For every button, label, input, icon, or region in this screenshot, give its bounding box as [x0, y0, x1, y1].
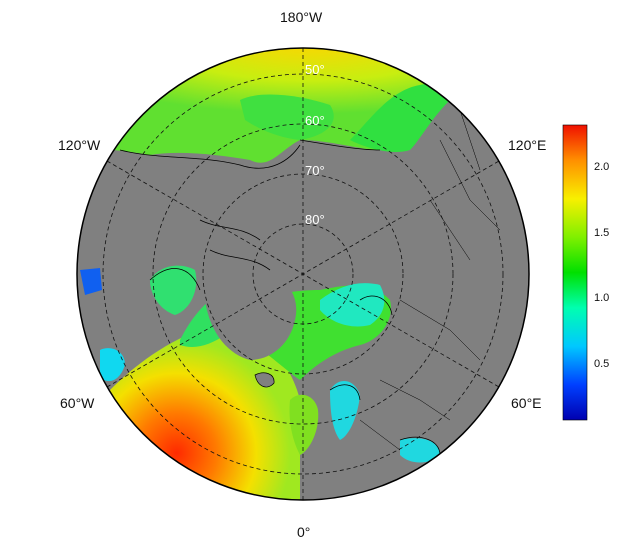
meridian-label-120w: 120°W: [58, 137, 101, 153]
north-sea-field: [289, 394, 319, 455]
map-border: [76, 47, 530, 501]
cyan-coastal-strip: [100, 348, 125, 382]
okhotsk-sea-field: [350, 83, 451, 152]
bering-strait-field: [240, 94, 334, 140]
colorbar-tick-0-5: 0.5: [594, 358, 610, 370]
barents-sea-field: [320, 283, 385, 327]
baltic-sea-field: [330, 380, 360, 440]
meridian-label-180w: 180°W: [280, 9, 323, 25]
mediterranean-field: [400, 438, 440, 463]
colorbar-tick-2-0: 2.0: [594, 161, 610, 173]
parallel-label-50: 50°: [305, 62, 325, 77]
parallel-label-70: 70°: [305, 163, 325, 178]
colorbar-tick-1-0: 1.0: [594, 292, 610, 304]
colorbar-frame: [562, 124, 588, 421]
parallel-label-80: 80°: [305, 212, 325, 227]
colorbar-gradient: [563, 125, 587, 420]
meridian-label-60e: 60°E: [511, 395, 542, 411]
meridian-label-0: 0°: [297, 524, 311, 540]
coastlines: [119, 139, 441, 456]
greenland-land: [205, 273, 297, 360]
meridian-label-120e: 120°E: [508, 137, 547, 153]
colorbar-tick-1-5: 1.5: [594, 227, 610, 239]
parallel-label-60: 60°: [305, 113, 325, 128]
iceland-land: [254, 372, 275, 388]
country-borders: [359, 109, 501, 451]
blue-coastal-patch: [80, 268, 102, 295]
meridian-label-60w: 60°W: [60, 395, 95, 411]
graticule-meridians: [106, 48, 500, 500]
hudson-bay-field: [150, 265, 197, 315]
